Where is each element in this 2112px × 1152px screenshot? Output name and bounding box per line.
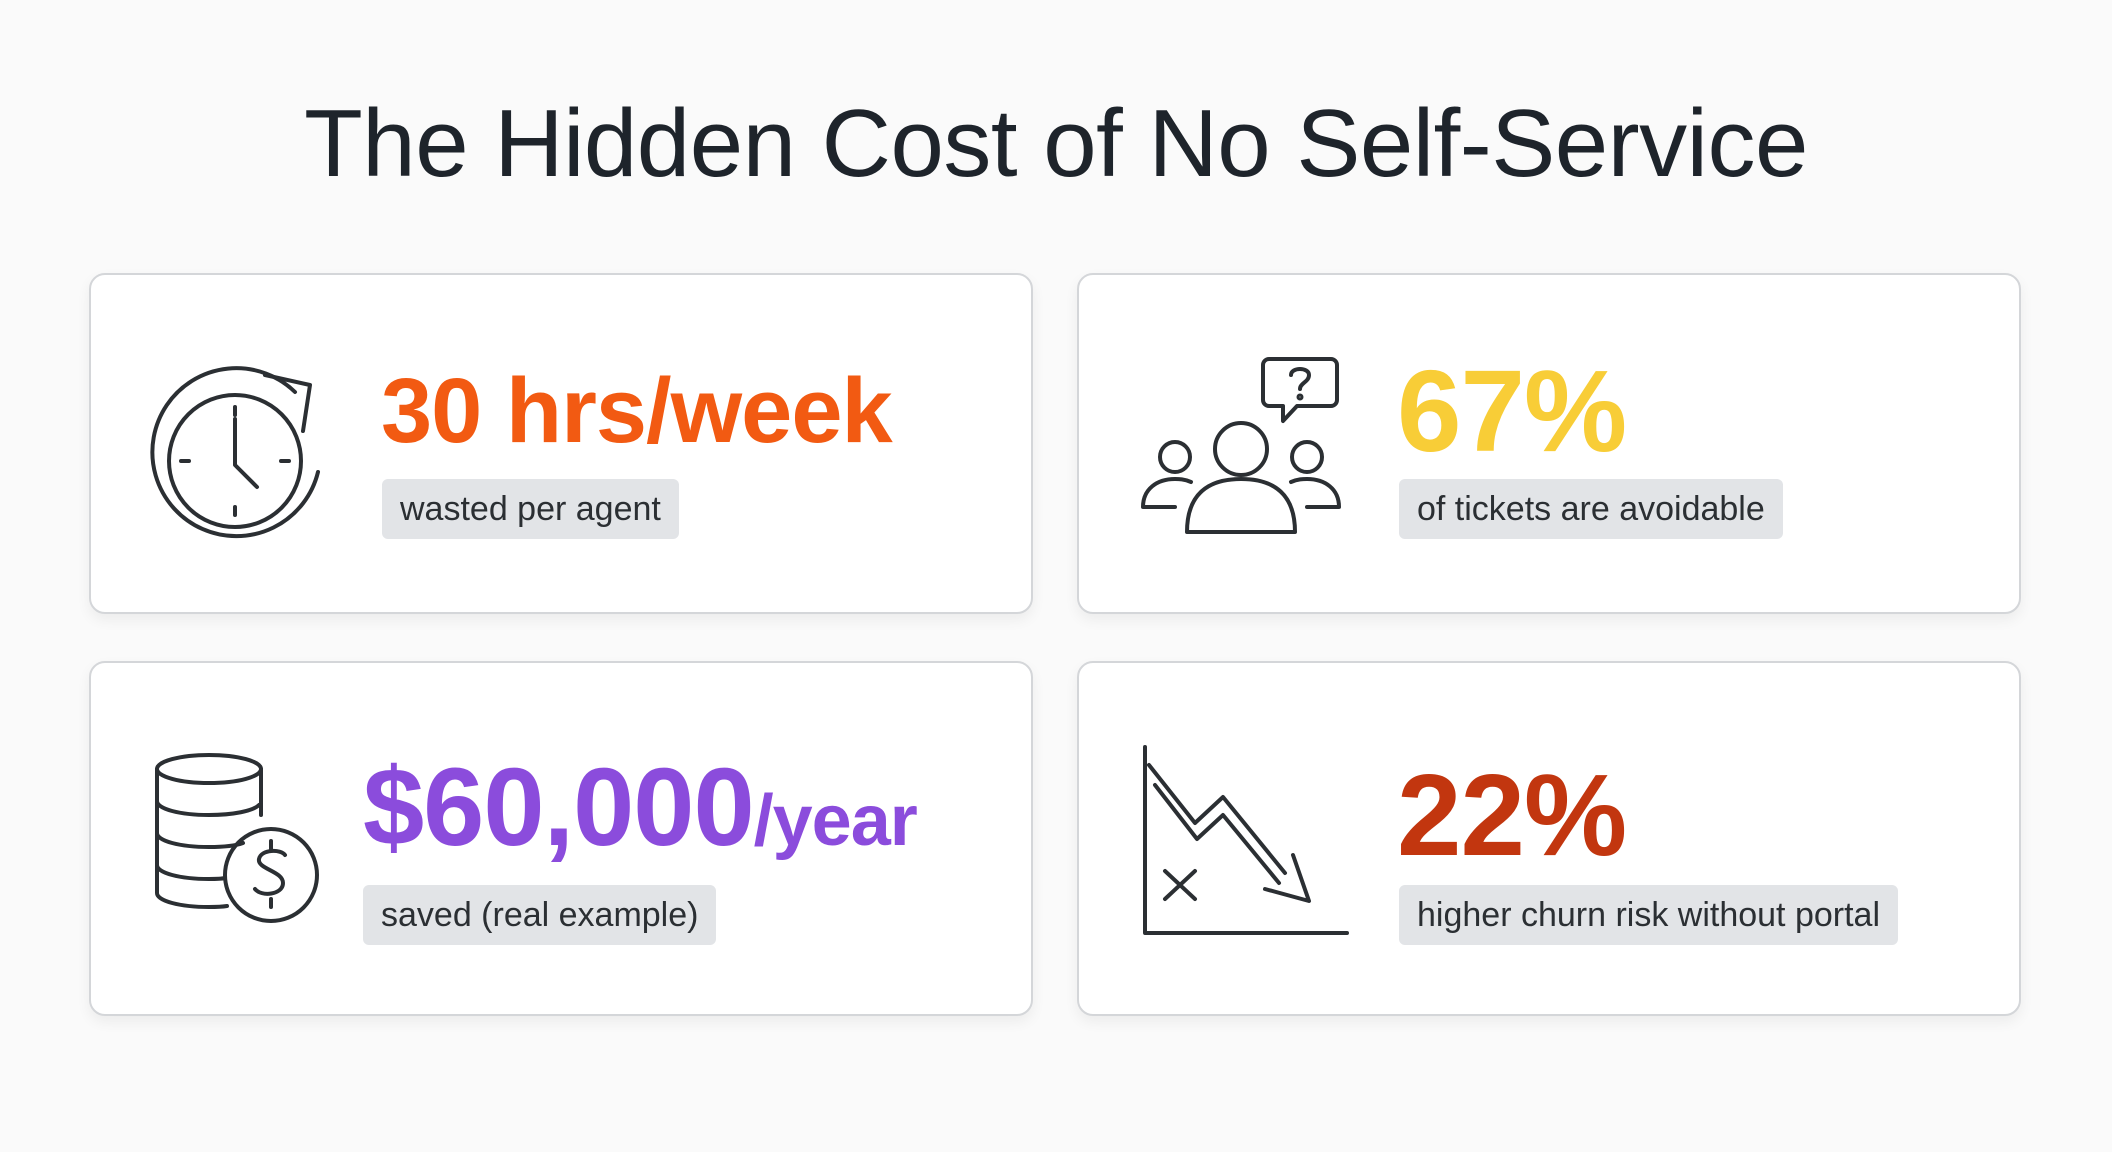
stat-card-savings: $60,000/year saved (real example) bbox=[89, 661, 1033, 1016]
stat-label: of tickets are avoidable bbox=[1399, 479, 1783, 539]
coins-dollar-icon bbox=[153, 749, 343, 949]
stat-value: 30 hrs/week bbox=[381, 360, 893, 462]
stat-value-suffix: /year bbox=[753, 781, 918, 861]
stat-value: $60,000/year bbox=[363, 753, 918, 863]
stat-value-main: $60,000 bbox=[363, 746, 755, 869]
clock-refresh-icon bbox=[145, 357, 335, 547]
group-question-icon bbox=[1139, 345, 1349, 555]
stat-value: 22% bbox=[1397, 750, 1627, 880]
stat-label: saved (real example) bbox=[363, 885, 717, 945]
declining-chart-icon bbox=[1141, 743, 1351, 943]
stat-label: higher churn risk without portal bbox=[1399, 885, 1899, 945]
stat-card-time-wasted: 30 hrs/week wasted per agent bbox=[89, 273, 1033, 614]
stat-card-churn-risk: 22% higher churn risk without portal bbox=[1077, 661, 2021, 1016]
stat-card-avoidable-tickets: 67% of tickets are avoidable bbox=[1077, 273, 2021, 614]
stat-value: 67% bbox=[1397, 346, 1627, 476]
page-title: The Hidden Cost of No Self-Service bbox=[304, 90, 1808, 197]
stat-label: wasted per agent bbox=[382, 479, 679, 539]
